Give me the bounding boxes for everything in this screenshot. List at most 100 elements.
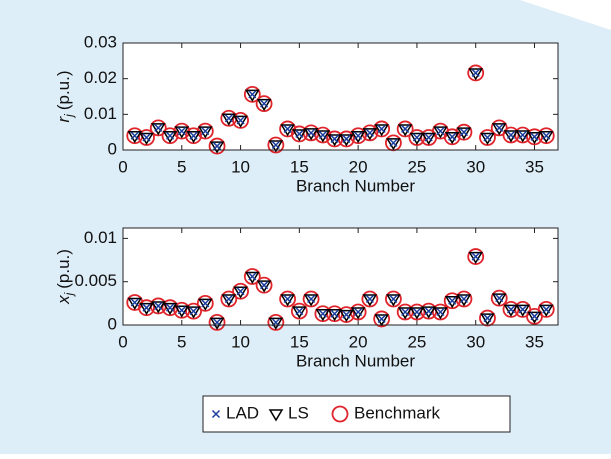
benchmark-marker [208, 314, 226, 331]
benchmark-marker [161, 127, 179, 145]
lad-marker [483, 314, 492, 323]
ls-marker [162, 302, 178, 316]
lad-marker [436, 127, 445, 136]
lad-marker [130, 298, 139, 307]
ls-marker [386, 138, 401, 151]
lad-marker [260, 99, 269, 108]
benchmark-marker [479, 309, 496, 327]
benchmark-marker [337, 306, 355, 324]
ls-marker [186, 306, 201, 319]
ls-marker [292, 306, 307, 319]
legend-box [202, 395, 511, 433]
benchmark-marker [290, 302, 308, 320]
ls-marker [503, 130, 519, 143]
lad-marker [236, 116, 245, 125]
benchmark-marker [537, 301, 555, 318]
benchmark-marker [396, 120, 414, 138]
ls-marker [350, 130, 366, 144]
ls-marker [421, 306, 437, 319]
lad-marker [506, 130, 516, 140]
benchmark-marker [232, 282, 249, 300]
benchmark-marker [385, 290, 402, 308]
y-tick-label: 0.01 [84, 228, 117, 247]
ls-marker [127, 297, 143, 310]
ls-marker [256, 280, 272, 293]
lad-marker [142, 303, 151, 312]
benchmark-marker [267, 314, 285, 331]
lad-marker [471, 68, 480, 77]
lad-marker [177, 127, 186, 136]
lad-marker [130, 131, 139, 140]
lad-marker [271, 140, 280, 150]
benchmark-marker [490, 289, 508, 307]
lad-marker [213, 142, 222, 151]
lad-marker [248, 90, 257, 99]
y-axis-label: rj (p.u.) [54, 70, 76, 122]
ls-marker [303, 294, 319, 307]
lad-marker [354, 307, 363, 317]
ls-marker [515, 130, 531, 143]
lad-marker [330, 309, 339, 318]
ls-marker [362, 128, 378, 141]
x-axis-label: Branch Number [296, 176, 415, 195]
benchmark-marker [138, 299, 155, 317]
ls-marker [444, 296, 460, 309]
x-tick-label: 20 [349, 157, 368, 176]
benchmark-marker [208, 137, 226, 155]
ls-marker [268, 140, 284, 153]
ls-marker [468, 68, 484, 81]
lad-marker [530, 132, 539, 141]
lad-marker [283, 294, 292, 304]
lad-marker [201, 127, 210, 136]
y-tick-label: 0.005 [74, 271, 117, 290]
ls-marker [491, 293, 507, 306]
ls-marker [244, 271, 260, 284]
lad-marker [365, 294, 374, 304]
ls-marker [244, 89, 260, 102]
benchmark-marker [243, 85, 261, 103]
ls-marker [233, 286, 248, 299]
benchmark-marker [467, 64, 485, 82]
legend-label: LS [288, 403, 309, 422]
lad-marker [154, 123, 163, 132]
lad-marker [283, 124, 292, 133]
ls-marker [150, 123, 166, 136]
lad-marker [518, 305, 527, 314]
x-tick-label: 20 [349, 332, 368, 351]
lad-marker [471, 252, 480, 261]
ls-marker [480, 313, 495, 326]
lad-marker [189, 131, 198, 140]
lad-marker [483, 133, 492, 142]
benchmark-marker [196, 294, 214, 312]
legend-marker [331, 405, 349, 423]
lad-marker [330, 134, 339, 143]
x-tick-label: 35 [525, 157, 544, 176]
lad-marker [530, 312, 539, 321]
x-tick-label: 5 [177, 157, 186, 176]
benchmark-marker [290, 125, 308, 143]
ls-marker [480, 132, 495, 145]
benchmark-marker [161, 299, 179, 317]
benchmark-marker [220, 290, 238, 308]
ls-marker [503, 304, 519, 317]
benchmark-marker [185, 127, 202, 145]
ls-marker [538, 304, 554, 317]
lad-marker [307, 128, 316, 137]
ls-marker [174, 126, 190, 139]
y-label-unit: (p.u.) [54, 70, 73, 110]
x-tick-label: 30 [466, 157, 485, 176]
benchmark-marker [232, 111, 249, 129]
lad-marker [436, 307, 445, 317]
y-label-unit: (p.u.) [54, 249, 73, 289]
ls-marker [350, 307, 366, 320]
ls-marker [515, 304, 531, 317]
lad-marker [412, 133, 421, 142]
benchmark-marker [467, 248, 485, 265]
ls-marker [280, 124, 295, 137]
benchmark-marker [255, 276, 273, 294]
lad-marker [165, 131, 175, 140]
ls-marker [221, 113, 237, 126]
y-tick-label: 0 [108, 314, 117, 333]
ls-marker [280, 294, 295, 307]
benchmark-marker [479, 129, 496, 146]
